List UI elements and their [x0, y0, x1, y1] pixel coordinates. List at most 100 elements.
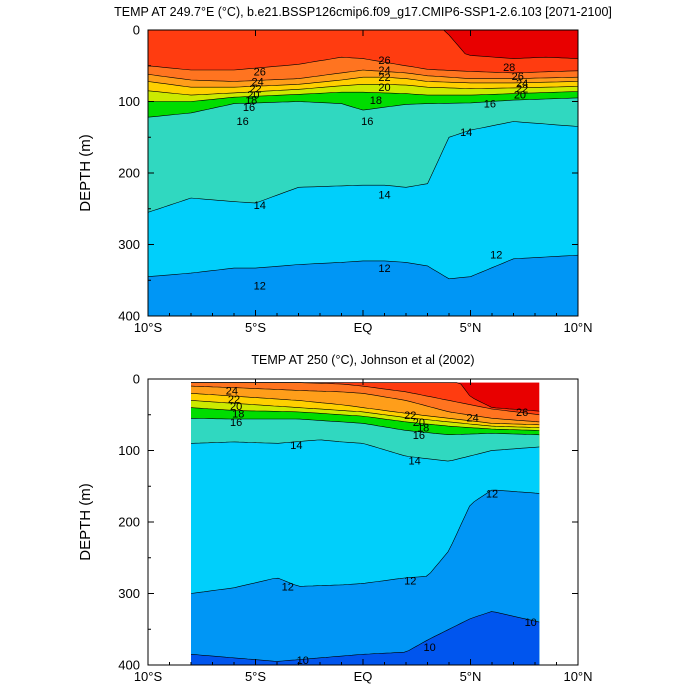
contour-label: 20 — [230, 401, 242, 413]
contour-line — [190, 489, 540, 594]
contour-line — [190, 407, 540, 431]
contour-label: 16 — [484, 99, 496, 111]
panel-1-y-axis-label: DEPTH (m) — [77, 134, 94, 212]
contour-label: 18 — [232, 408, 244, 420]
contour-line — [148, 69, 578, 82]
x-tick-label: 5°S — [245, 320, 266, 335]
contour-label: 14 — [254, 200, 266, 212]
contour-label: 22 — [516, 84, 528, 96]
contour-label: 14 — [408, 456, 420, 468]
contour-label: 12 — [486, 488, 498, 500]
contour-label: 24 — [516, 78, 528, 90]
y-tick-label: 100 — [118, 443, 140, 458]
panel-2-title: TEMP AT 250 (°C), Johnson et al (2002) — [251, 353, 474, 367]
contour-label: 18 — [370, 95, 382, 107]
contour-label: 20 — [514, 89, 526, 101]
panel-1-filled-contours — [148, 30, 578, 316]
contour-band — [191, 611, 540, 665]
contour-label: 22 — [228, 394, 240, 406]
contour-label: 12 — [282, 581, 294, 593]
contour-label: 26 — [254, 66, 266, 78]
contour-label: 22 — [249, 84, 261, 96]
contour-label: 10 — [424, 642, 436, 654]
x-tick-label: 10°N — [563, 320, 592, 335]
contour-label: 14 — [460, 127, 472, 139]
y-tick-label: 400 — [118, 658, 140, 673]
panel-1-title: TEMP AT 249.7°E (°C), b.e21.BSSP126cmip6… — [114, 5, 612, 19]
x-tick-label: EQ — [354, 669, 373, 684]
contour-line — [191, 382, 540, 416]
contour-label: 28 — [503, 62, 515, 74]
y-tick-label: 300 — [118, 586, 140, 601]
contour-line — [148, 76, 578, 88]
contour-label: 16 — [361, 116, 373, 128]
contour-label: 12 — [490, 250, 502, 262]
panel-2-filled-contours — [191, 382, 540, 665]
contour-line — [148, 30, 578, 59]
contour-label: 16 — [236, 116, 248, 128]
y-tick-label: 0 — [133, 23, 140, 38]
contour-label: 16 — [243, 102, 255, 114]
contour-line — [190, 418, 540, 436]
contour-label: 10 — [297, 655, 309, 667]
contour-line — [190, 439, 540, 462]
contour-label: 12 — [404, 576, 416, 588]
contour-line — [148, 97, 578, 118]
contour-label: 22 — [404, 410, 416, 422]
contour-band — [191, 490, 540, 665]
contour-line — [190, 385, 540, 423]
contour-line — [148, 56, 578, 74]
panel-1-y-axis: 0 100 200 300 400 — [118, 23, 578, 324]
contour-label: 26 — [512, 71, 524, 83]
contour-label: 24 — [226, 385, 238, 397]
contour-label: 12 — [254, 280, 266, 292]
contour-line — [190, 393, 540, 426]
contour-line — [148, 254, 578, 280]
contour-label: 26 — [378, 55, 390, 67]
contour-line — [148, 121, 578, 213]
contour-label: 24 — [378, 65, 390, 77]
contour-label: 20 — [247, 89, 259, 101]
panel-2-y-axis-label: DEPTH (m) — [77, 483, 94, 561]
x-tick-label: 5°N — [460, 669, 482, 684]
contour-label: 22 — [378, 72, 390, 84]
panel-2-contour-lines — [190, 382, 540, 662]
contour-label: 20 — [413, 417, 425, 429]
contour-label: 16 — [413, 430, 425, 442]
x-tick-label: EQ — [354, 320, 373, 335]
x-tick-label: 10°N — [563, 669, 592, 684]
contour-label: 14 — [290, 440, 302, 452]
panel-2-x-axis: 10°S 5°S EQ 5°N 10°N — [134, 379, 593, 684]
contour-label: 12 — [378, 263, 390, 275]
contour-line — [148, 91, 578, 102]
contour-label: 16 — [230, 417, 242, 429]
contour-band — [148, 121, 578, 316]
x-tick-label: 10°S — [134, 320, 163, 335]
panel-1-plot — [148, 30, 578, 316]
contour-label: 20 — [378, 82, 390, 94]
y-tick-label: 100 — [118, 94, 140, 109]
contour-label: 10 — [525, 617, 537, 629]
y-tick-label: 400 — [118, 309, 140, 324]
y-tick-label: 200 — [118, 515, 140, 530]
x-tick-label: 10°S — [134, 669, 163, 684]
contour-line — [190, 611, 540, 662]
contour-label: 18 — [245, 95, 257, 107]
panel-2-plot — [190, 382, 540, 665]
panel-1-x-axis: 10°S 5°S EQ 5°N 10°N — [134, 30, 593, 335]
contour-label: 14 — [378, 189, 390, 201]
panel-1-contour-lines — [148, 30, 578, 280]
x-tick-label: 5°S — [245, 669, 266, 684]
y-tick-label: 200 — [118, 166, 140, 181]
contour-label: 24 — [252, 76, 264, 88]
contour-label: 26 — [516, 407, 528, 419]
contour-line — [190, 400, 540, 428]
x-tick-label: 5°N — [460, 320, 482, 335]
panel-1-contour-labels: 2624222018161626242220181628262422201614… — [236, 55, 528, 292]
y-tick-label: 0 — [133, 372, 140, 387]
contour-line — [148, 84, 578, 96]
contour-label: 18 — [417, 423, 429, 435]
contour-band — [148, 255, 578, 316]
